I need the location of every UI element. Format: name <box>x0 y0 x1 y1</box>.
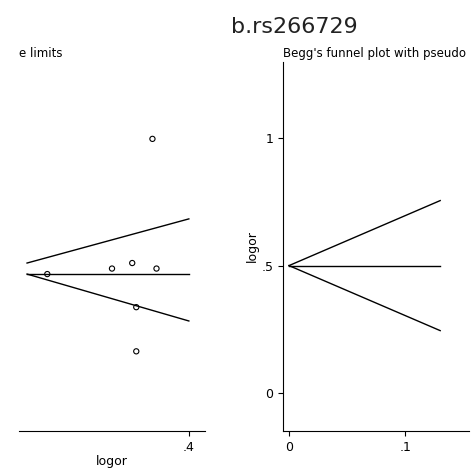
Point <box>153 265 160 273</box>
Y-axis label: logor: logor <box>246 230 259 263</box>
Point <box>149 135 156 143</box>
Text: b.rs266729: b.rs266729 <box>230 17 357 36</box>
Text: Begg's funnel plot with pseudo: Begg's funnel plot with pseudo <box>283 47 466 61</box>
Text: e limits: e limits <box>19 47 63 61</box>
Point <box>128 259 136 267</box>
Point <box>44 270 51 278</box>
Point <box>132 303 140 311</box>
Point <box>108 265 116 273</box>
X-axis label: logor: logor <box>96 456 128 468</box>
Point <box>132 347 140 355</box>
